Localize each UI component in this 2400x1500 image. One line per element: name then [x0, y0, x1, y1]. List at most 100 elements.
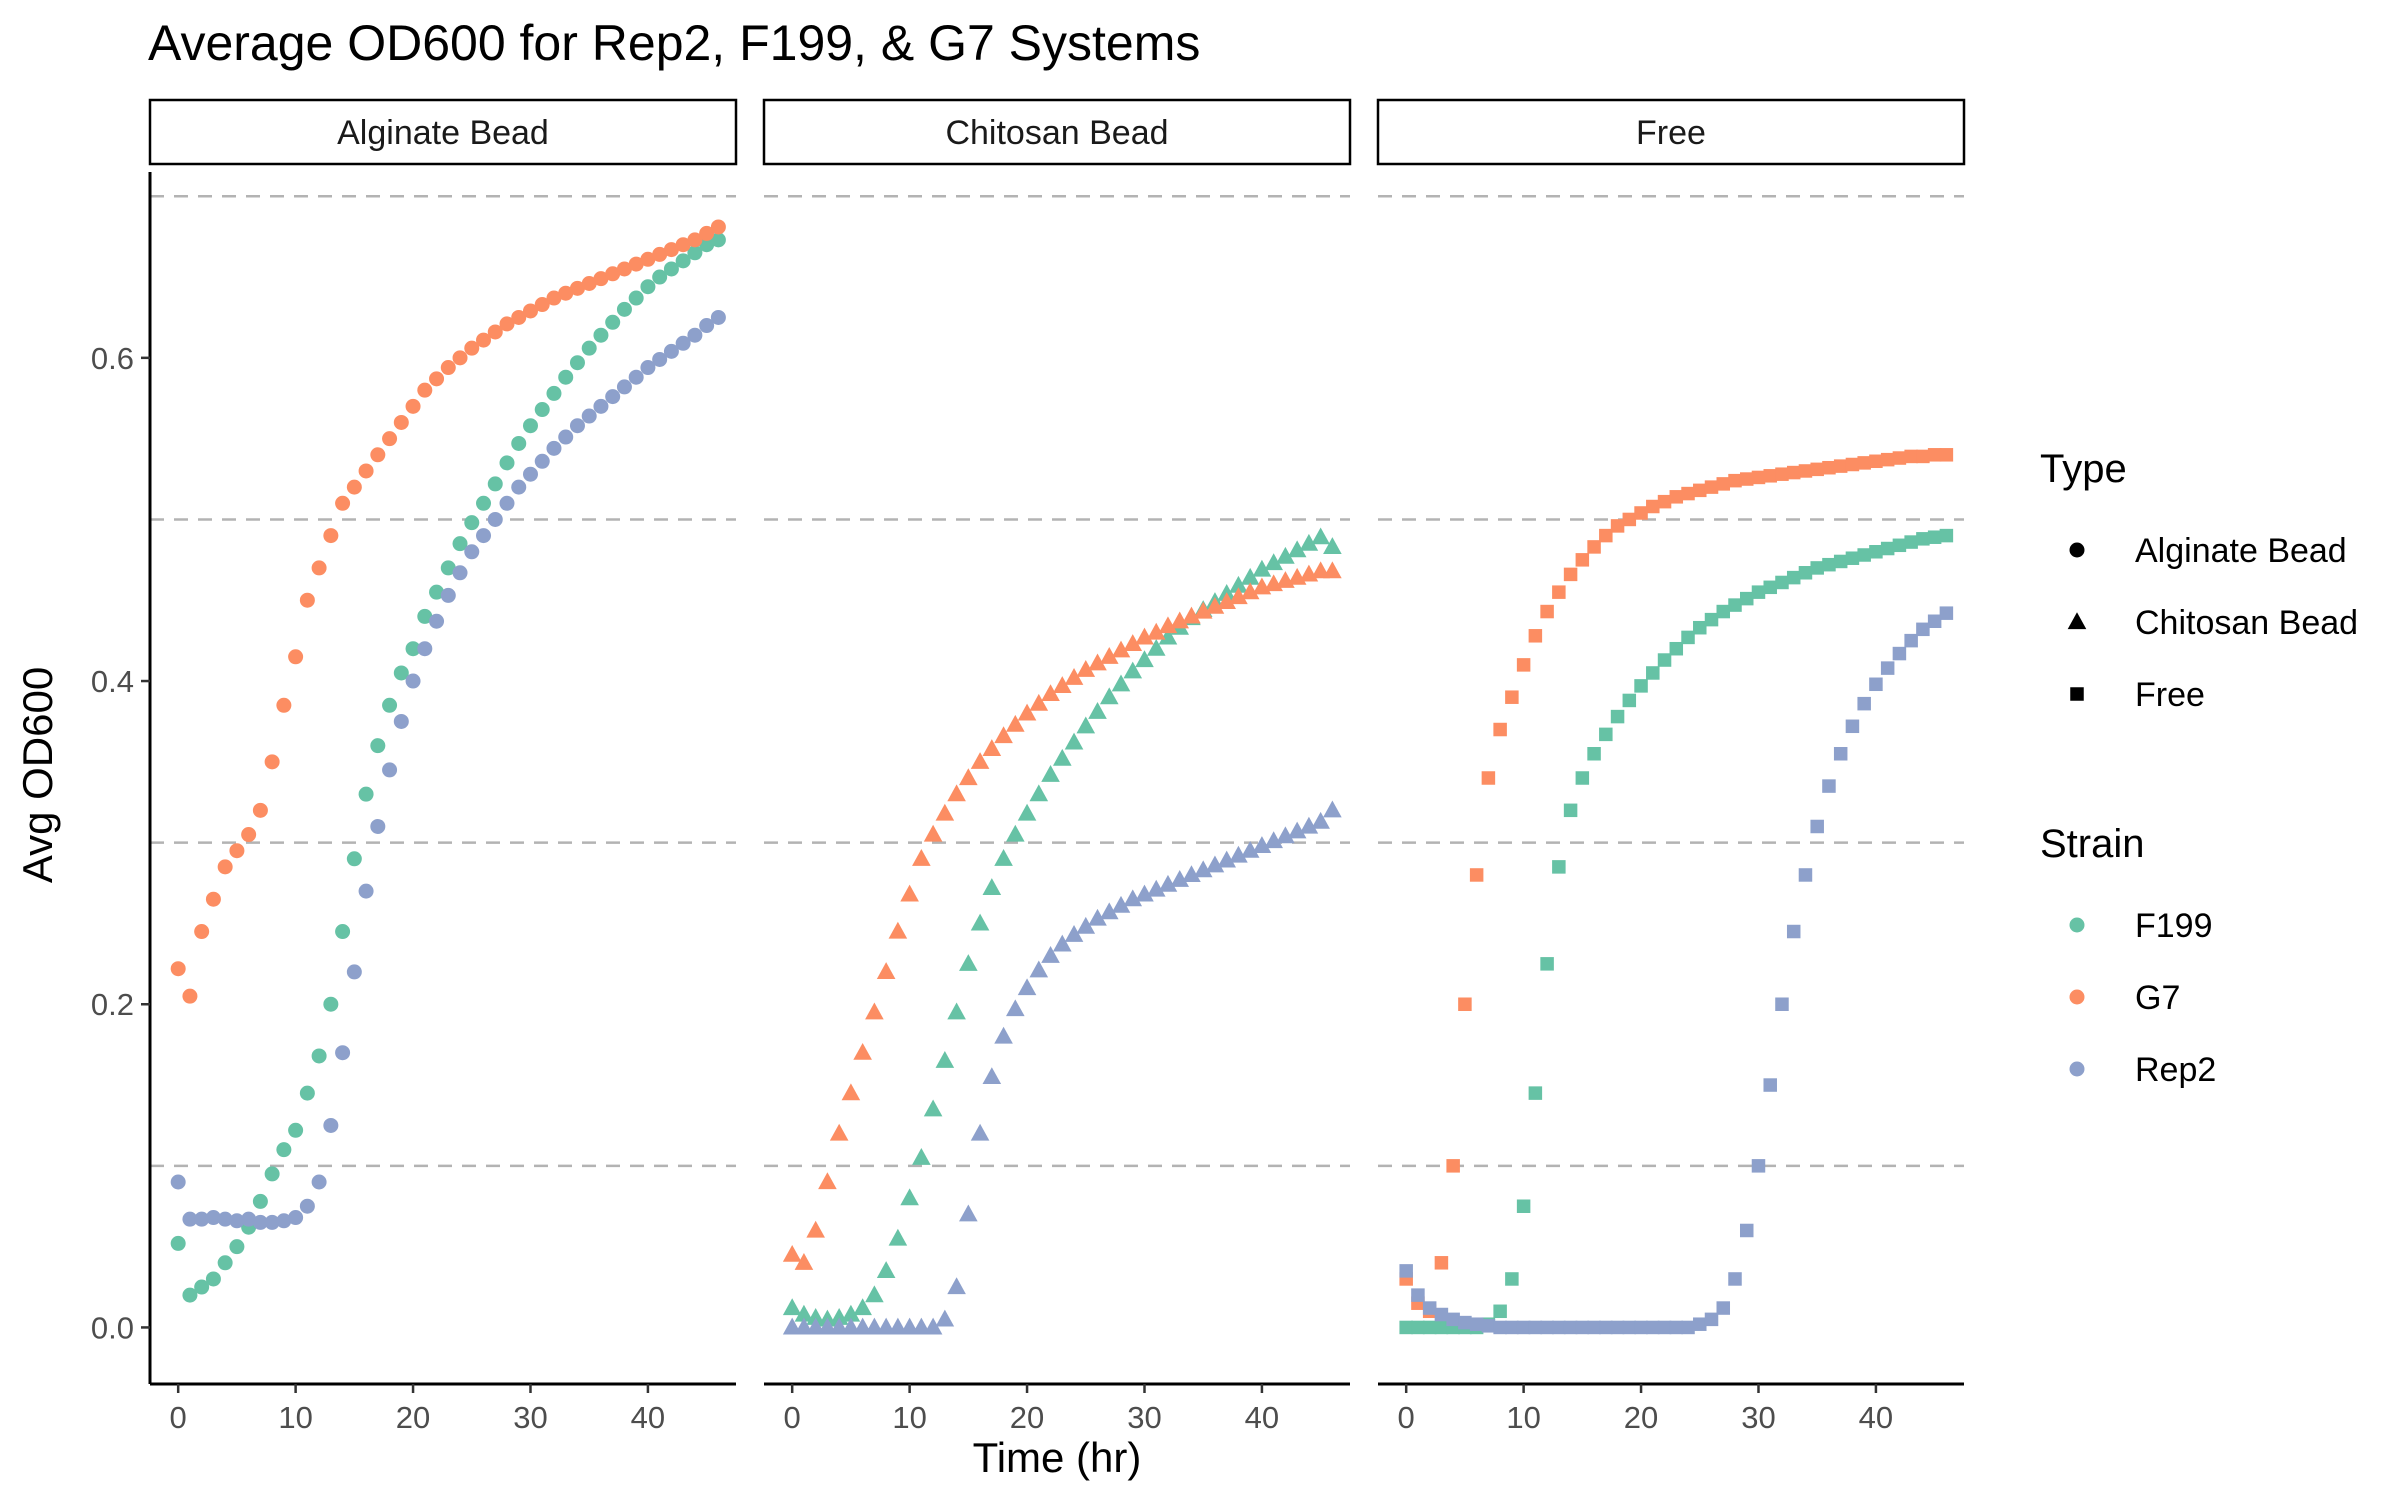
data-point [900, 1188, 919, 1206]
data-point [1029, 960, 1049, 978]
data-point [794, 1317, 814, 1335]
data-point [1810, 561, 1824, 575]
data-point [393, 414, 409, 430]
data-point [1939, 448, 1954, 462]
data-point [1158, 616, 1178, 634]
data-point [1575, 553, 1590, 567]
data-point [1006, 999, 1025, 1017]
data-point [1493, 1320, 1507, 1335]
data-point [1264, 831, 1283, 849]
data-point [464, 544, 480, 560]
data-point [358, 463, 374, 479]
data-point [487, 511, 503, 527]
data-point [440, 360, 456, 376]
data-point [1693, 620, 1707, 635]
y-tick-label: 0.2 [91, 987, 134, 1022]
data-point [947, 784, 966, 802]
legend-strain-key [2069, 1061, 2085, 1077]
data-point [782, 1244, 802, 1262]
data-point [806, 1220, 825, 1238]
data-point [1399, 1264, 1413, 1278]
x-tick-label: 20 [396, 1400, 430, 1435]
legend-type-key [2069, 542, 2085, 558]
data-point [616, 379, 632, 395]
data-point [710, 232, 726, 248]
data-point [1170, 870, 1190, 887]
legend-strain-label: G7 [2135, 979, 2180, 1017]
data-point [205, 891, 221, 907]
data-point [593, 398, 609, 414]
data-point [1229, 575, 1248, 593]
data-point [1681, 1320, 1695, 1335]
legend-type-key [2067, 612, 2087, 630]
data-point [194, 1279, 210, 1295]
data-point [947, 1277, 966, 1295]
panel-chitosan-bead: Chitosan Bead 0 10 20 30 40 [762, 98, 1352, 1435]
data-point [806, 1307, 825, 1325]
data-point [429, 613, 445, 629]
data-point [841, 1083, 861, 1101]
data-point [1276, 546, 1295, 564]
data-point [1422, 1301, 1437, 1315]
data-point [1833, 747, 1848, 761]
data-point [1229, 587, 1248, 605]
data-point [417, 641, 433, 657]
data-point [1716, 477, 1731, 491]
data-point [841, 1317, 861, 1335]
data-point [1610, 709, 1625, 724]
data-point [1540, 604, 1554, 619]
facet-strip-label: Chitosan Bead [945, 114, 1168, 152]
data-point [1798, 464, 1813, 478]
data-point [1798, 566, 1813, 580]
data-point [663, 261, 679, 277]
data-point [1751, 585, 1766, 599]
data-point [1657, 1320, 1672, 1335]
data-point [1845, 551, 1860, 565]
data-point [194, 924, 210, 940]
data-point [1599, 528, 1613, 543]
data-point [628, 256, 644, 272]
data-point [699, 225, 715, 241]
data-point [1610, 519, 1625, 533]
data-point [205, 1210, 221, 1226]
data-point [1798, 868, 1813, 882]
data-point [794, 1253, 814, 1270]
data-point [959, 1204, 978, 1222]
data-point [1904, 535, 1918, 549]
data-point [1693, 483, 1707, 498]
data-point [1193, 860, 1213, 878]
data-point [1528, 629, 1543, 643]
data-point [382, 697, 398, 713]
data-point [1052, 676, 1072, 693]
data-point [994, 726, 1013, 744]
data-point [1704, 612, 1719, 627]
data-point [1516, 1199, 1531, 1213]
data-point [1775, 575, 1789, 590]
data-point [1763, 469, 1777, 483]
data-point [487, 324, 503, 340]
data-point [581, 340, 597, 356]
data-point [1481, 771, 1496, 785]
data-point [499, 316, 515, 332]
data-point [1099, 902, 1119, 920]
data-point [1217, 592, 1236, 609]
data-point [1869, 545, 1883, 559]
data-point [1287, 821, 1307, 839]
data-point [440, 560, 456, 576]
data-point [640, 251, 656, 267]
data-point [1540, 1320, 1554, 1335]
data-point [264, 1166, 280, 1182]
data-point [1088, 653, 1107, 671]
data-point [1904, 633, 1918, 648]
data-point [1323, 537, 1342, 554]
data-point [1610, 1320, 1625, 1335]
data-point [346, 479, 362, 495]
data-point [241, 1211, 257, 1227]
data-point [1205, 596, 1225, 614]
data-point [853, 1298, 872, 1316]
data-point [1634, 1320, 1648, 1335]
data-point [170, 1235, 186, 1251]
data-point [405, 673, 421, 689]
data-point [264, 1214, 280, 1230]
data-point [675, 253, 691, 269]
